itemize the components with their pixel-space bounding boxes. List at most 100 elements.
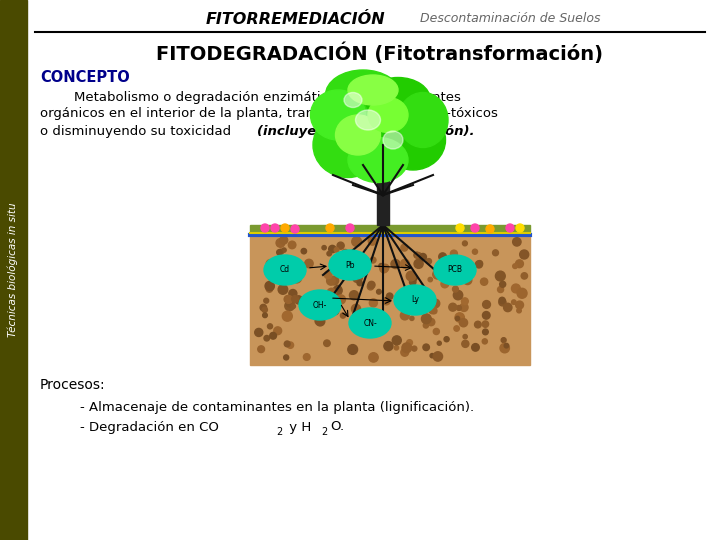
Circle shape [423, 323, 428, 328]
Circle shape [346, 224, 354, 232]
Circle shape [287, 342, 294, 348]
Circle shape [330, 276, 338, 285]
Circle shape [419, 253, 426, 261]
Circle shape [406, 307, 413, 313]
Circle shape [441, 257, 446, 262]
Text: orgánicos en el interior de la planta, transformándolos en no-tóxicos: orgánicos en el interior de la planta, t… [40, 107, 498, 120]
Text: PCB: PCB [448, 266, 462, 274]
Circle shape [379, 325, 387, 332]
Circle shape [461, 278, 466, 283]
Text: CONCEPTO: CONCEPTO [40, 71, 130, 85]
Circle shape [383, 298, 390, 305]
Circle shape [258, 346, 264, 353]
Circle shape [402, 343, 412, 353]
Circle shape [428, 319, 435, 326]
Circle shape [352, 237, 361, 246]
Circle shape [271, 224, 279, 232]
Text: Descontaminación de Suelos: Descontaminación de Suelos [420, 12, 600, 25]
Circle shape [351, 305, 361, 314]
Ellipse shape [264, 255, 306, 285]
Circle shape [414, 259, 423, 268]
Circle shape [500, 281, 505, 287]
Circle shape [349, 291, 359, 300]
Circle shape [327, 251, 331, 256]
Ellipse shape [325, 70, 400, 120]
Circle shape [457, 260, 465, 268]
Circle shape [260, 305, 266, 311]
Circle shape [492, 250, 498, 256]
Circle shape [284, 355, 289, 360]
Circle shape [282, 248, 287, 252]
Circle shape [266, 286, 273, 292]
Circle shape [391, 260, 400, 268]
Circle shape [428, 278, 433, 282]
Circle shape [336, 266, 344, 275]
Text: Cd: Cd [280, 266, 290, 274]
Circle shape [454, 326, 459, 331]
Ellipse shape [348, 138, 408, 183]
Circle shape [495, 271, 505, 281]
Text: y H: y H [285, 421, 311, 434]
Circle shape [281, 224, 289, 232]
Circle shape [370, 257, 376, 263]
Ellipse shape [348, 75, 398, 105]
Circle shape [463, 276, 472, 285]
Circle shape [405, 288, 413, 296]
Circle shape [513, 238, 521, 246]
Circle shape [333, 286, 342, 295]
Circle shape [517, 308, 521, 313]
Circle shape [342, 269, 352, 279]
Circle shape [291, 304, 295, 308]
Ellipse shape [366, 78, 431, 123]
Circle shape [379, 264, 384, 268]
Ellipse shape [310, 90, 366, 140]
Ellipse shape [349, 308, 391, 338]
Circle shape [513, 264, 518, 268]
Circle shape [452, 261, 457, 267]
Circle shape [315, 313, 321, 319]
Text: Técnicas biológicas in situ: Técnicas biológicas in situ [8, 202, 18, 338]
Circle shape [462, 298, 468, 305]
Ellipse shape [356, 110, 380, 130]
Circle shape [480, 278, 487, 285]
Circle shape [395, 346, 399, 350]
Circle shape [270, 333, 276, 339]
Circle shape [501, 338, 506, 342]
Circle shape [423, 291, 429, 296]
Circle shape [407, 340, 413, 346]
Circle shape [268, 324, 273, 329]
Circle shape [463, 334, 467, 339]
Circle shape [392, 336, 401, 345]
Text: Metabolismo o degradación enzimática de contaminantes: Metabolismo o degradación enzimática de … [40, 91, 461, 104]
Circle shape [264, 298, 269, 303]
Circle shape [462, 271, 468, 277]
Text: FITODEGRADACIÓN (Fitotransformación): FITODEGRADACIÓN (Fitotransformación) [156, 42, 603, 64]
Ellipse shape [383, 131, 403, 149]
Circle shape [404, 288, 411, 295]
Circle shape [327, 288, 336, 297]
Circle shape [401, 244, 408, 251]
Circle shape [430, 354, 434, 358]
Circle shape [282, 311, 292, 321]
Circle shape [482, 329, 488, 335]
Circle shape [441, 280, 449, 288]
Ellipse shape [380, 110, 446, 170]
Circle shape [462, 241, 467, 246]
Ellipse shape [328, 80, 428, 170]
Circle shape [456, 224, 464, 232]
Circle shape [432, 309, 437, 314]
Text: 2: 2 [321, 427, 328, 437]
Circle shape [453, 286, 459, 292]
Ellipse shape [336, 115, 380, 155]
Circle shape [286, 258, 291, 263]
Circle shape [284, 295, 292, 303]
Circle shape [520, 250, 528, 259]
Ellipse shape [398, 92, 448, 147]
Circle shape [482, 321, 489, 327]
Circle shape [382, 264, 389, 271]
Circle shape [357, 280, 362, 286]
Circle shape [328, 245, 336, 253]
Circle shape [437, 341, 441, 345]
Circle shape [294, 296, 302, 304]
Circle shape [498, 287, 503, 293]
